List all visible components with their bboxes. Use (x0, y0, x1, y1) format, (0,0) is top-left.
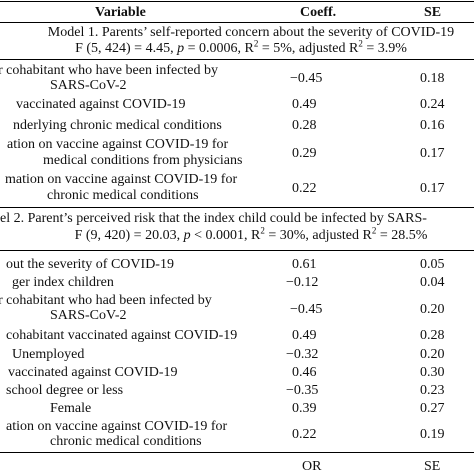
row-se: 0.24 (420, 97, 445, 112)
row-label-2: chronic medical conditions (47, 188, 199, 203)
row-se: 0.27 (420, 401, 445, 416)
model1-p: p (177, 41, 185, 56)
row-label: school degree or less (6, 383, 124, 398)
row-coef: 0.49 (292, 328, 317, 343)
model2-sup1: 2 (260, 225, 265, 236)
row-coef: −0.45 (290, 71, 323, 86)
row-se: 0.30 (420, 365, 445, 380)
header-variable: Variable (95, 5, 146, 20)
model2-p: p (183, 228, 191, 243)
row-se: 0.28 (420, 328, 445, 343)
row-label: vaccinated against COVID-19 (16, 97, 186, 112)
row-label: nderlying chronic medical conditions (13, 118, 222, 133)
model2-rule (0, 250, 474, 251)
model1-stats: F (5, 424) = 4.45, p = 0.0006, R2 = 5%, … (4, 38, 474, 56)
model1-sup1: 2 (253, 38, 259, 49)
row-coef: −0.32 (286, 347, 319, 362)
row-coef: 0.49 (292, 97, 317, 112)
row-label: ation on vaccine against COVID-19 for (6, 419, 228, 434)
row-label: r cohabitant who have been infected by (0, 63, 219, 78)
row-label: r cohabitant who had been infected by (0, 293, 212, 308)
header-coeff: Coeff. (300, 5, 337, 20)
row-label: vaccinated against COVID-19 (8, 365, 178, 380)
row-coef: 0.61 (292, 257, 317, 272)
row-label: mation on vaccine against COVID-19 for (5, 172, 238, 187)
model2-stats-mid: < 0.0001, R (190, 228, 261, 243)
model2-stats-mid2: = 30%, adjusted R (264, 228, 372, 243)
row-se: 0.04 (420, 275, 445, 290)
model2-stats: F (9, 420) = 20.03, p < 0.0001, R2 = 30%… (14, 225, 474, 243)
row-se: 0.19 (420, 427, 445, 442)
row-coef: 0.22 (292, 427, 317, 442)
row-se: 0.20 (420, 302, 445, 317)
top-rule (0, 1, 474, 2)
row-coef: 0.46 (292, 365, 317, 380)
model1-title: Model 1. Parents’ self-reported concern … (47, 25, 455, 40)
row-se: 0.20 (420, 347, 445, 362)
model2-sup2: 2 (371, 225, 377, 236)
row-se: 0.23 (420, 383, 445, 398)
model1-stats-mid: = 0.0006, R (184, 41, 254, 56)
row-coef: 0.29 (292, 146, 317, 161)
row-se: 0.18 (420, 71, 445, 86)
model1-stats-pre: F (5, 424) = 4.45, (75, 41, 178, 56)
row-coef: −0.35 (286, 383, 319, 398)
row-coef: 0.22 (292, 181, 317, 196)
row-label: ger index children (12, 275, 114, 290)
row-coef: 0.28 (292, 118, 317, 133)
row-label: Unemployed (12, 347, 85, 362)
footer-se: SE (424, 459, 441, 474)
row-label: Female (50, 401, 92, 416)
row-label-2: medical conditions from physicians (43, 153, 243, 168)
row-label-2: SARS-CoV-2 (50, 308, 127, 323)
model1-stats-mid2: = 5%, adjusted R (258, 41, 359, 56)
model1-sup2: 2 (358, 38, 363, 49)
header-se: SE (424, 5, 442, 20)
row-coef: 0.39 (292, 401, 317, 416)
row-se: 0.05 (420, 257, 445, 272)
row-label-2: chronic medical conditions (50, 434, 202, 449)
footer-rule (0, 452, 474, 453)
row-label: ation on vaccine against COVID-19 for (7, 137, 229, 152)
model2-title: el 2. Parent’s perceived risk that the i… (0, 211, 427, 226)
model1-rule (0, 59, 474, 60)
header-rule (0, 22, 474, 23)
row-coef: −0.12 (286, 275, 319, 290)
row-se: 0.16 (420, 118, 445, 133)
row-se: 0.17 (420, 146, 445, 161)
row-label: out the severity of COVID-19 (6, 257, 174, 272)
model1-stats-end: = 3.9% (362, 41, 407, 56)
row-label-2: SARS-CoV-2 (50, 78, 127, 93)
row-coef: −0.45 (290, 302, 323, 317)
row-se: 0.17 (420, 181, 445, 196)
model2-stats-end: = 28.5% (376, 228, 428, 243)
model2-top-rule (0, 207, 474, 208)
model2-stats-pre: F (9, 420) = 20.03, (74, 228, 184, 243)
footer-or: OR (302, 459, 322, 474)
row-label: cohabitant vaccinated against COVID-19 (6, 328, 238, 343)
